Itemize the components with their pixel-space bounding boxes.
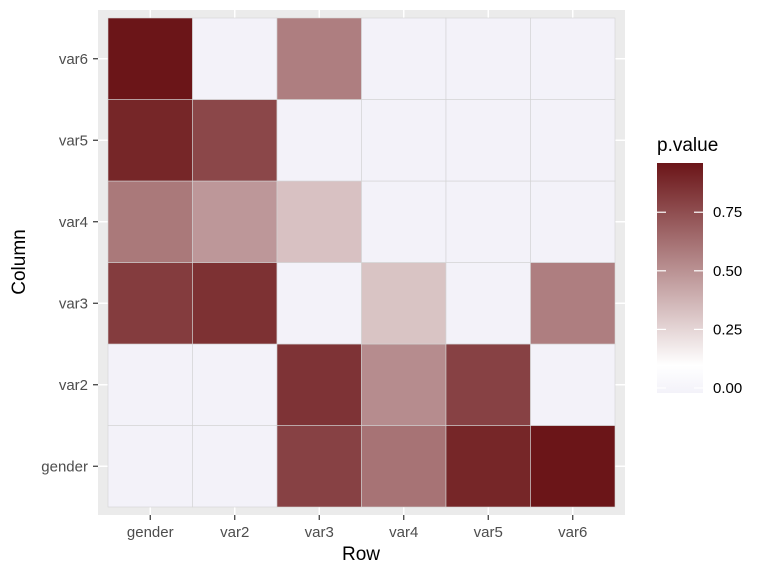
heatmap-tile-var4-gender xyxy=(361,425,447,508)
heatmap-tile-var3-gender xyxy=(276,425,362,508)
x-tick-label: var6 xyxy=(558,524,587,541)
heatmap-tile-var3-var3 xyxy=(276,262,362,345)
heatmap-tile-var5-var2 xyxy=(445,343,531,426)
heatmap-tile-var5-var6 xyxy=(445,17,531,100)
y-tick-label: var2 xyxy=(59,377,88,394)
y-tick-label: var4 xyxy=(59,214,88,231)
x-axis-title: Row xyxy=(342,544,380,565)
heatmap-tile-var4-var4 xyxy=(361,180,447,263)
heatmap-tile-gender-var2 xyxy=(107,343,193,426)
heatmap-tile-gender-var6 xyxy=(107,17,193,100)
legend-tick-label: 0.00 xyxy=(713,380,742,397)
x-tick-label: var4 xyxy=(389,524,418,541)
heatmap-tile-var3-var2 xyxy=(276,343,362,426)
heatmap-tile-var6-var5 xyxy=(530,99,616,182)
heatmap-tile-var2-gender xyxy=(192,425,278,508)
x-tick-label: gender xyxy=(127,524,174,541)
y-tick-label: var6 xyxy=(59,51,88,68)
heatmap-tile-var5-var3 xyxy=(445,262,531,345)
heatmap-tile-var2-var3 xyxy=(192,262,278,345)
heatmap-tile-var6-var3 xyxy=(530,262,616,345)
heatmap-tile-gender-var3 xyxy=(107,262,193,345)
x-tick-label: var3 xyxy=(305,524,334,541)
legend-colorbar xyxy=(657,163,703,393)
heatmap-tile-var3-var5 xyxy=(276,99,362,182)
heatmap-tile-var2-var6 xyxy=(192,17,278,100)
heatmap-tile-var2-var2 xyxy=(192,343,278,426)
legend-title: p.value xyxy=(657,135,718,156)
y-axis-title: Column xyxy=(9,229,30,294)
heatmap-tile-var3-var6 xyxy=(276,17,362,100)
legend: p.value 0.00 0.25 0.50 0.75 xyxy=(657,135,742,397)
x-axis: gender var2 var3 var4 var5 var6 xyxy=(127,515,587,541)
heatmap-tile-var4-var6 xyxy=(361,17,447,100)
heatmap-tile-gender-gender xyxy=(107,425,193,508)
heatmap-tile-var4-var5 xyxy=(361,99,447,182)
heatmap-tile-var4-var3 xyxy=(361,262,447,345)
legend-tick-label: 0.75 xyxy=(713,204,742,221)
heatmap-tile-var6-var6 xyxy=(530,17,616,100)
legend-tick-label: 0.50 xyxy=(713,263,742,280)
heatmap-tile-var3-var4 xyxy=(276,180,362,263)
heatmap-tile-var6-gender xyxy=(530,425,616,508)
y-tick-label: var3 xyxy=(59,295,88,312)
heatmap-tile-var5-var5 xyxy=(445,99,531,182)
heatmap-tile-gender-var5 xyxy=(107,99,193,182)
heatmap-tile-var6-var2 xyxy=(530,343,616,426)
heatmap-tile-var5-var4 xyxy=(445,180,531,263)
heatmap-tiles xyxy=(107,17,616,508)
heatmap-tile-var5-gender xyxy=(445,425,531,508)
heatmap-tile-var4-var2 xyxy=(361,343,447,426)
legend-ticks: 0.00 0.25 0.50 0.75 xyxy=(657,204,742,397)
y-axis: gender var2 var3 var4 var5 var6 xyxy=(41,51,98,475)
x-tick-label: var2 xyxy=(220,524,249,541)
heatmap-tile-gender-var4 xyxy=(107,180,193,263)
heatmap-tile-var6-var4 xyxy=(530,180,616,263)
y-tick-label: gender xyxy=(41,458,88,475)
heatmap-tile-var2-var5 xyxy=(192,99,278,182)
x-tick-label: var5 xyxy=(474,524,503,541)
y-tick-label: var5 xyxy=(59,132,88,149)
heatmap-tile-var2-var4 xyxy=(192,180,278,263)
legend-tick-label: 0.25 xyxy=(713,321,742,338)
